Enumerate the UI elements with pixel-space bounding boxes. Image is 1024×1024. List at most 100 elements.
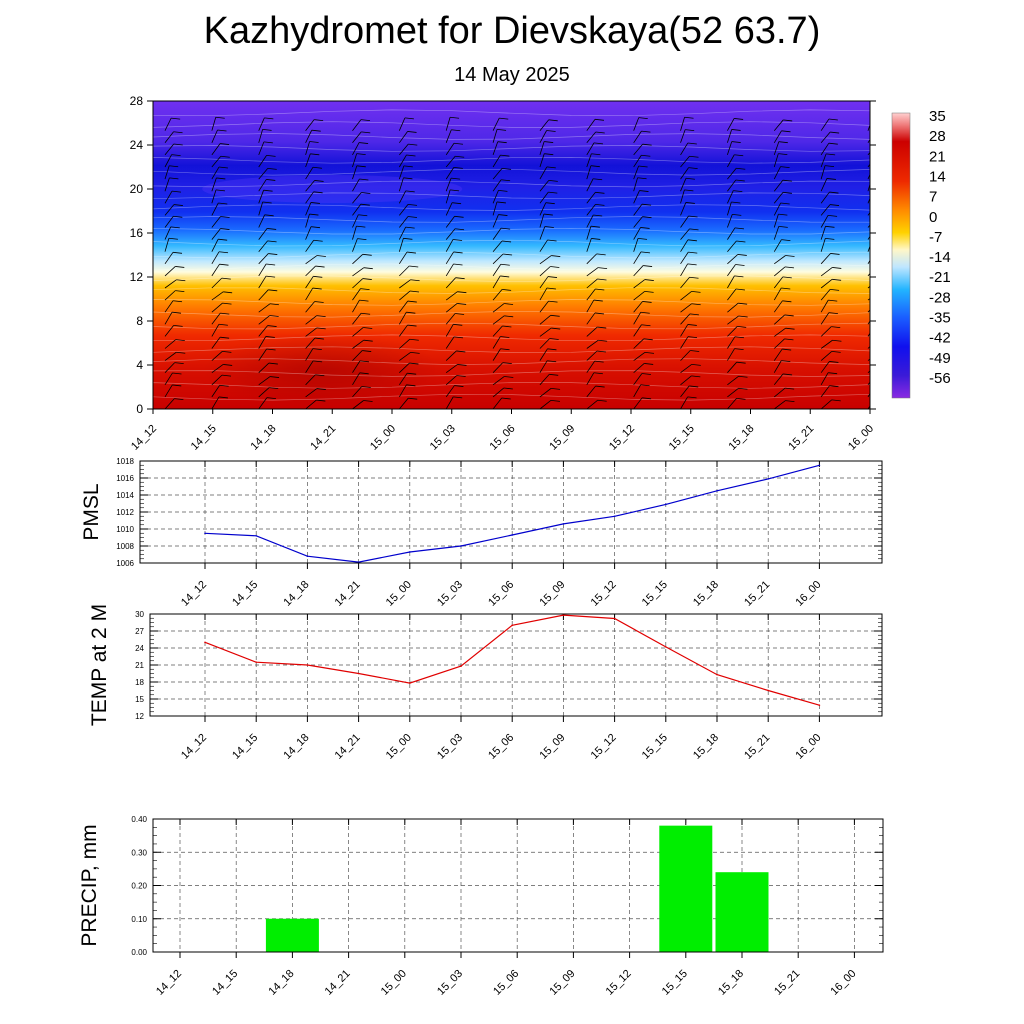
wind-barb xyxy=(586,350,607,361)
wind-barb xyxy=(680,177,695,192)
wind-barb-staff xyxy=(773,314,785,325)
wind-barb xyxy=(820,350,841,361)
x-tick-label: 15_03 xyxy=(435,732,465,762)
wind-barb xyxy=(867,405,870,409)
wind-barb xyxy=(539,141,554,156)
wind-barb xyxy=(352,288,370,301)
wind-barb xyxy=(867,392,870,398)
wind-barb-staff xyxy=(211,364,224,374)
wind-barb-flag xyxy=(780,166,790,169)
wind-barb-flag xyxy=(310,202,320,204)
wind-barb-flag xyxy=(218,323,228,326)
wind-barb-flag xyxy=(783,119,793,122)
wind-barb xyxy=(352,350,372,361)
wind-barb-flag xyxy=(687,396,697,399)
x-tick-label: 15_18 xyxy=(691,579,721,609)
wind-barb xyxy=(164,351,186,361)
wind-barb-flag xyxy=(309,141,319,143)
wind-barb xyxy=(445,323,463,337)
heatmap-x-tick-label: 15_21 xyxy=(786,423,816,453)
wind-barb xyxy=(633,251,651,265)
y-tick-label: 1014 xyxy=(116,491,134,500)
wind-barb-staff xyxy=(164,339,177,349)
wind-barb xyxy=(399,279,420,289)
wind-barb-flag xyxy=(781,239,791,242)
x-tick-label: 14_21 xyxy=(333,732,363,762)
wind-barb xyxy=(774,255,795,265)
wind-barb-staff xyxy=(586,253,597,265)
wind-barb-flag xyxy=(407,131,417,133)
wind-barb-flag xyxy=(873,166,882,167)
wind-barb xyxy=(305,153,320,168)
wind-barb-staff xyxy=(399,290,411,301)
wind-barb xyxy=(727,336,745,349)
cold-core xyxy=(202,175,463,203)
wind-barb-flag xyxy=(175,266,185,268)
wind-barb xyxy=(586,131,605,144)
wind-barb-staff xyxy=(445,313,456,325)
wind-barb xyxy=(820,278,842,289)
wind-barb-flag xyxy=(266,179,276,181)
wind-barb-staff xyxy=(352,350,363,361)
wind-barb-flag xyxy=(264,117,274,120)
x-tick-label: 14_15 xyxy=(230,732,260,762)
wind-barb-staff xyxy=(164,252,174,265)
chart-subtitle: 14 May 2025 xyxy=(454,64,570,86)
wind-barb xyxy=(820,118,838,131)
wind-barb-flag xyxy=(457,303,467,305)
wind-barb xyxy=(633,165,648,180)
wind-barb xyxy=(727,264,745,277)
wind-barb-flag xyxy=(738,387,748,390)
wind-barb xyxy=(399,324,417,337)
wind-barb-flag xyxy=(549,338,559,340)
wind-barb-staff xyxy=(539,226,546,240)
wind-barb-staff xyxy=(305,130,313,143)
wind-barb-staff xyxy=(727,361,737,373)
wind-barb-staff xyxy=(867,151,870,156)
wind-barb-staff xyxy=(820,165,826,180)
wind-barb-staff xyxy=(445,324,454,337)
wind-barb-staff xyxy=(773,141,780,156)
wind-barb xyxy=(867,228,884,240)
wind-barb xyxy=(727,201,741,216)
wind-barb xyxy=(258,376,280,386)
heatmap-y-tick-label: 0 xyxy=(136,402,143,416)
wind-barb-flag xyxy=(316,327,326,330)
wind-barb-staff xyxy=(633,373,643,386)
wind-barb-staff xyxy=(445,189,451,204)
wind-barb-flag xyxy=(546,287,556,290)
wind-barb xyxy=(586,312,605,325)
wind-barb xyxy=(492,179,511,192)
wind-barb-flag xyxy=(644,279,654,281)
wind-barb-flag xyxy=(453,323,463,326)
wind-barb-staff xyxy=(164,216,174,228)
wind-barb-staff xyxy=(164,190,173,204)
contour-line xyxy=(153,157,870,164)
wind-barb-staff xyxy=(445,303,458,313)
wind-barb-flag xyxy=(781,287,791,290)
heatmap-x-tick-label: 15_06 xyxy=(488,423,518,453)
wind-barb xyxy=(492,128,507,143)
wind-barb-flag xyxy=(734,348,744,351)
wind-barb xyxy=(492,189,508,204)
pmsl-point xyxy=(255,535,257,537)
wind-barb-staff xyxy=(492,253,504,265)
wind-barb-staff xyxy=(773,276,784,289)
contour-line xyxy=(153,382,870,389)
wind-barb-staff xyxy=(820,191,830,204)
wind-barb-staff xyxy=(586,142,595,156)
wind-barb-staff xyxy=(445,228,456,240)
wind-barb-flag xyxy=(875,228,884,229)
wind-barb xyxy=(352,192,371,204)
wind-barb-staff xyxy=(352,214,359,228)
wind-barb-staff xyxy=(258,214,266,228)
wind-barb-staff xyxy=(680,117,685,131)
wind-barb xyxy=(492,167,512,180)
wind-barb-flag xyxy=(406,154,416,157)
wind-barb-staff xyxy=(398,165,405,180)
wind-barb xyxy=(305,129,321,143)
wind-barb-flag xyxy=(826,153,836,156)
wind-barb-staff xyxy=(164,372,173,386)
wind-barb-staff xyxy=(820,351,832,361)
wind-barb-flag xyxy=(315,265,325,268)
